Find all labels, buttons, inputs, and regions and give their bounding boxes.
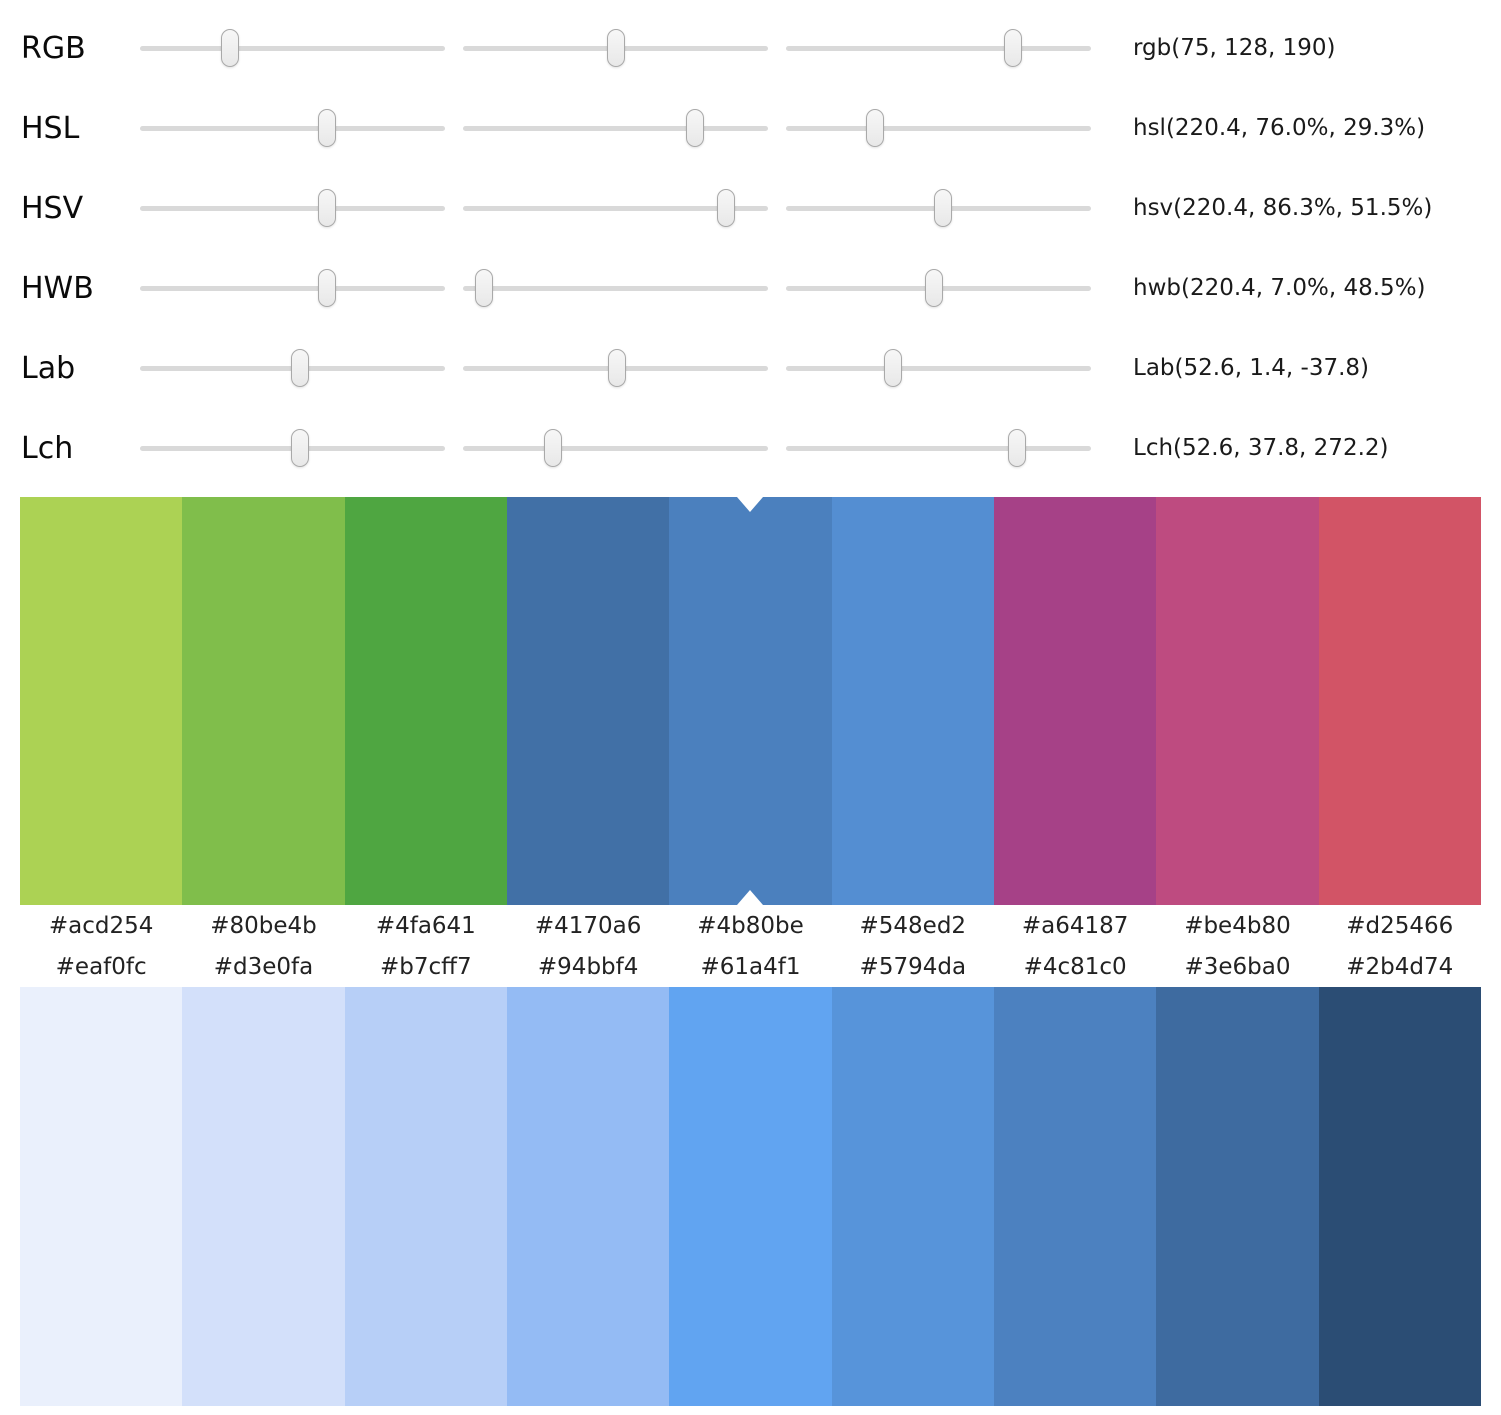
shade-swatch-6[interactable] xyxy=(993,987,1157,1406)
hwb-b-slider-handle[interactable] xyxy=(924,269,943,307)
hsv-s-slider-handle[interactable] xyxy=(717,189,736,227)
shade-hex-label-6: #4c81c0 xyxy=(1023,953,1127,980)
hsv-label: HSV xyxy=(21,190,84,226)
hsv-v-slider-track[interactable] xyxy=(786,189,1091,227)
shade-hex-label-2: #b7cff7 xyxy=(380,953,472,980)
shade-hex-label-7: #3e6ba0 xyxy=(1184,953,1291,980)
lab-label: Lab xyxy=(21,350,76,386)
rgb-g-slider-handle[interactable] xyxy=(607,29,626,67)
hwb-h-slider-handle[interactable] xyxy=(317,269,336,307)
hue-swatch-2[interactable] xyxy=(344,497,507,905)
lch-l-slider-track[interactable] xyxy=(140,429,445,467)
hue-hex-label-8: #d25466 xyxy=(1346,912,1454,939)
shade-hex-label-0: #eaf0fc xyxy=(55,953,147,980)
lab-a-slider-handle[interactable] xyxy=(608,349,627,387)
rgb-r-slider-handle[interactable] xyxy=(220,29,239,67)
shade-swatch-0[interactable] xyxy=(20,987,183,1406)
hwb-label: HWB xyxy=(21,270,94,306)
slider-row-hsv: HSV hsv(220.4, 86.3%, 51.5%) xyxy=(0,168,1501,248)
slider-row-lch: Lch Lch(52.6, 37.8, 272.2) xyxy=(0,408,1501,488)
hwb-w-slider-track[interactable] xyxy=(463,269,768,307)
shade-swatch-2[interactable] xyxy=(344,987,507,1406)
hue-palette xyxy=(20,497,1481,905)
lch-label: Lch xyxy=(21,430,74,466)
hsl-label: HSL xyxy=(21,110,80,146)
hsl-s-slider-handle[interactable] xyxy=(685,109,704,147)
lab-b-slider-track[interactable] xyxy=(786,349,1091,387)
slider-row-rgb: RGB rgb(75, 128, 190) xyxy=(0,8,1501,88)
lab-b-slider-handle[interactable] xyxy=(884,349,903,387)
hue-swatch-0[interactable] xyxy=(20,497,183,905)
shade-swatch-7[interactable] xyxy=(1156,987,1319,1406)
hwb-h-slider-track[interactable] xyxy=(140,269,445,307)
hue-swatch-3[interactable] xyxy=(506,497,670,905)
hsv-v-slider-handle[interactable] xyxy=(934,189,953,227)
hue-swatch-1[interactable] xyxy=(182,497,345,905)
lch-c-slider-handle[interactable] xyxy=(543,429,562,467)
hsv-s-slider-track[interactable] xyxy=(463,189,768,227)
shade-swatch-5[interactable] xyxy=(831,987,994,1406)
hsl-s-slider-track[interactable] xyxy=(463,109,768,147)
rgb-value-text: rgb(75, 128, 190) xyxy=(1133,35,1336,61)
slider-row-hwb: HWB hwb(220.4, 7.0%, 48.5%) xyxy=(0,248,1501,328)
slider-row-hsl: HSL hsl(220.4, 76.0%, 29.3%) xyxy=(0,88,1501,168)
hsv-value-text: hsv(220.4, 86.3%, 51.5%) xyxy=(1133,195,1433,221)
hue-hex-label-2: #4fa641 xyxy=(375,912,476,939)
shade-hex-label-1: #d3e0fa xyxy=(213,953,314,980)
hue-swatch-5[interactable] xyxy=(831,497,994,905)
hue-hex-label-4: #4b80be xyxy=(697,912,804,939)
shade-hex-label-4: #61a4f1 xyxy=(700,953,801,980)
shade-palette xyxy=(20,987,1481,1406)
hue-swatch-6[interactable] xyxy=(993,497,1157,905)
hue-hex-label-3: #4170a6 xyxy=(534,912,642,939)
rgb-g-slider-track[interactable] xyxy=(463,29,768,67)
shade-swatch-8[interactable] xyxy=(1318,987,1481,1406)
hsv-h-slider-track[interactable] xyxy=(140,189,445,227)
hwb-b-slider-track[interactable] xyxy=(786,269,1091,307)
hsl-l-slider-handle[interactable] xyxy=(866,109,885,147)
hue-hex-label-6: #a64187 xyxy=(1021,912,1129,939)
hue-palette-labels: #acd254 #80be4b #4fa641 #4170a6 #4b80be … xyxy=(20,905,1481,946)
shade-hex-label-8: #2b4d74 xyxy=(1346,953,1454,980)
hsv-h-slider-handle[interactable] xyxy=(317,189,336,227)
hue-swatch-7[interactable] xyxy=(1156,497,1319,905)
shade-hex-label-3: #94bbf4 xyxy=(537,953,639,980)
hue-hex-label-5: #548ed2 xyxy=(859,912,967,939)
hwb-value-text: hwb(220.4, 7.0%, 48.5%) xyxy=(1133,275,1426,301)
color-slider-panel: RGB rgb(75, 128, 190) HSL hsl(220.4, 76.… xyxy=(0,0,1501,488)
hue-hex-label-1: #80be4b xyxy=(210,912,317,939)
hue-hex-label-0: #acd254 xyxy=(48,912,154,939)
hsl-value-text: hsl(220.4, 76.0%, 29.3%) xyxy=(1133,115,1426,141)
lch-l-slider-handle[interactable] xyxy=(291,429,310,467)
shade-hex-label-5: #5794da xyxy=(859,953,967,980)
shade-swatch-3[interactable] xyxy=(506,987,670,1406)
slider-row-lab: Lab Lab(52.6, 1.4, -37.8) xyxy=(0,328,1501,408)
rgb-b-slider-track[interactable] xyxy=(786,29,1091,67)
hwb-w-slider-handle[interactable] xyxy=(475,269,494,307)
hue-swatch-8[interactable] xyxy=(1318,497,1481,905)
lab-a-slider-track[interactable] xyxy=(463,349,768,387)
lch-c-slider-track[interactable] xyxy=(463,429,768,467)
rgb-label: RGB xyxy=(21,30,86,66)
lch-h-slider-track[interactable] xyxy=(786,429,1091,467)
lab-l-slider-track[interactable] xyxy=(140,349,445,387)
lch-value-text: Lch(52.6, 37.8, 272.2) xyxy=(1133,435,1389,461)
rgb-r-slider-track[interactable] xyxy=(140,29,445,67)
hue-swatch-4-selected[interactable] xyxy=(669,497,832,905)
hue-hex-label-7: #be4b80 xyxy=(1184,912,1291,939)
hsl-h-slider-track[interactable] xyxy=(140,109,445,147)
lch-h-slider-handle[interactable] xyxy=(1007,429,1026,467)
shade-palette-labels: #eaf0fc #d3e0fa #b7cff7 #94bbf4 #61a4f1 … xyxy=(20,946,1481,987)
lab-value-text: Lab(52.6, 1.4, -37.8) xyxy=(1133,355,1369,381)
hsl-l-slider-track[interactable] xyxy=(786,109,1091,147)
rgb-b-slider-handle[interactable] xyxy=(1004,29,1023,67)
hsl-h-slider-handle[interactable] xyxy=(317,109,336,147)
shade-swatch-1[interactable] xyxy=(182,987,345,1406)
shade-swatch-4[interactable] xyxy=(669,987,832,1406)
lab-l-slider-handle[interactable] xyxy=(291,349,310,387)
